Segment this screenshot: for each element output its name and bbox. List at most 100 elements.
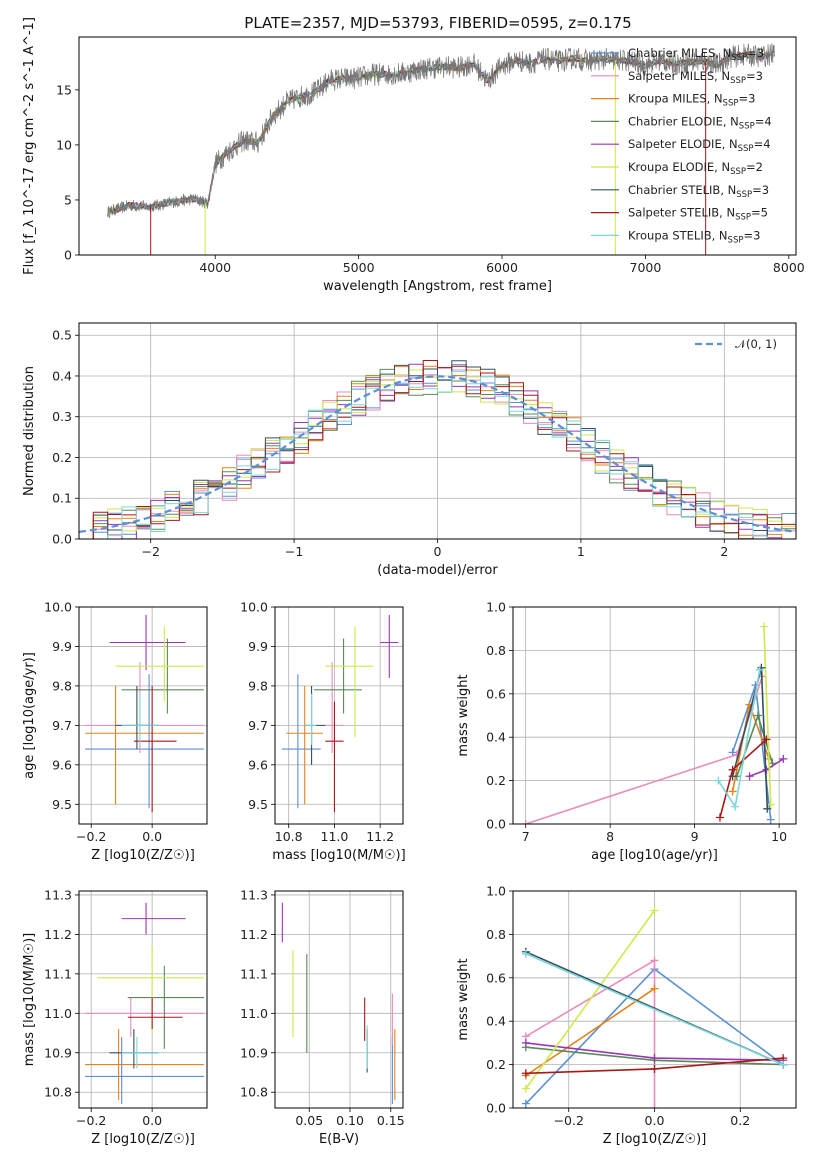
axes-frame [512,606,797,825]
y-tick-label: 0.6 [486,686,506,701]
legend-text: Chabrier ELODIE, N [628,114,739,128]
legend-entry-label: Chabrier ELODIE, NSSP=4 [628,114,772,131]
weight-line [525,987,655,1077]
y-tick-label: 0.8 [486,927,506,942]
weight-point [715,813,724,822]
x-tick-label: 7 [522,829,530,844]
y-tick-label: 9.7 [52,718,72,733]
x-axis-label: wavelength [Angstrom, rest frame] [323,279,552,294]
legend-text-suffix: =2 [746,160,763,174]
figure-title: PLATE=2357, MJD=53793, FIBERID=0595, z=0… [244,14,631,32]
legend-text-suffix: =3 [752,183,769,197]
axes-frame [78,322,797,540]
y-tick-label: 10.9 [240,1045,268,1060]
legend-text-suffix: =3 [738,92,755,106]
legend-subscript: SSP [735,213,751,223]
x-tick-label: 9 [691,829,699,844]
normal-curve [79,375,794,533]
y-tick-label: 9.8 [248,678,268,693]
legend-entry-label: Salpeter ELODIE, NSSP=4 [628,137,771,154]
y-tick-label: 0 [64,248,72,263]
legend-subscript: SSP [738,144,754,154]
weight-point [521,1084,530,1093]
weight-point [766,800,775,809]
histogram-step [79,360,796,539]
legend-entry-label: Chabrier MILES, NSSP=3 [628,46,764,63]
legend-text-suffix: =3 [743,228,760,242]
weight-line [525,910,656,1089]
y-tick-label: 9.8 [52,678,72,693]
plot-area-spectrum [107,43,775,255]
axes-frame [78,606,208,825]
panel-mass_age: 10.8 11.0 11.2 9.5 9.6 9.7 9.8 9.9 10.0 mass [log… [240,600,406,864]
weight-point [731,802,740,811]
y-tick-label: 0.8 [486,643,506,658]
x-axis-label: mass [log10(M/M☉)] [272,848,405,863]
legend-text: Salpeter STELIB, N [628,206,735,220]
weight-line [525,958,656,1108]
weight-point [728,765,737,774]
y-tick-label: 0.1 [52,491,72,506]
legend-entry-label: Salpeter STELIB, NSSP=5 [628,206,768,223]
panel-z_mass: −0.2 0.0 10.8 10.9 11.0 11.1 11.2 11.3 Z [log10(… [22,887,208,1147]
plot-area-mass_age [281,614,399,813]
y-axis-label: Normed distribution [22,366,37,496]
plot-area-ebv_mass [281,902,396,1105]
weight-point [650,1064,659,1073]
weight-point [521,820,530,824]
legend-subscript: SSP [723,99,739,109]
histogram-step [79,369,796,539]
x-tick-label: 0.0 [645,1113,665,1128]
legend-entry-label: Kroupa MILES, NSSP=3 [628,92,755,109]
plot-area-weight_age [521,622,788,824]
axes-frame [512,890,797,1109]
histogram-step [79,360,796,539]
y-tick-label: 15 [56,82,72,97]
legend-entry-label: Kroupa STELIB, NSSP=3 [628,228,760,245]
legend-subscript: SSP [728,235,744,245]
weight-point [779,754,788,763]
y-tick-label: 10 [56,137,72,152]
y-axis-label: mass [log10(M/M☉)] [22,933,37,1066]
y-tick-label: 0.4 [486,1014,506,1029]
x-tick-label: 0.15 [377,1113,405,1128]
y-tick-label: 10.9 [44,1045,72,1060]
x-tick-label: 10.8 [275,829,303,844]
y-tick-label: 0.2 [486,1057,506,1072]
y-tick-label: 0.6 [486,970,506,985]
legend-text-suffix: =3 [746,69,763,83]
plot-area-weight_z [521,906,788,1108]
y-tick-label: 11.0 [44,1006,72,1021]
y-tick-label: 5 [64,192,72,207]
legend-text-suffix: =5 [751,206,768,220]
x-tick-label: 0.0 [142,1113,162,1128]
weight-point [650,1054,659,1063]
x-tick-label: −2 [141,544,159,559]
y-tick-label: 9.5 [52,797,72,812]
panel-ebv_mass: 0.05 0.10 0.15 10.8 10.9 11.0 11.1 11.2 11.3 E(B-… [240,887,405,1147]
y-axis-label: mass weight [456,674,471,756]
legend-text-suffix: =4 [755,114,772,128]
plot-area-z_mass [85,902,204,1105]
x-tick-label: 0.05 [295,1113,323,1128]
x-axis-label: age [log10(age/yr)] [591,848,718,863]
legend-subscript: SSP [731,53,747,63]
y-tick-label: 1.0 [486,600,506,615]
x-axis-label: Z [log10(Z/Z☉)] [91,1132,195,1147]
legend-text: Salpeter ELODIE, N [628,137,738,151]
x-tick-label: 5000 [343,260,375,275]
panel-z_age: −0.2 0.0 9.5 9.6 9.7 9.8 9.9 10.0 Z [log10(Z/Z☉)… [22,600,208,863]
x-tick-label: 11.2 [366,829,394,844]
x-tick-label: 0.0 [142,829,162,844]
y-axis-label: Flux [f_λ 10^-17 erg cm^-2 s^-1 A^-1] [22,17,37,275]
x-axis-label: Z [log10(Z/Z☉)] [91,848,195,863]
histogram-step [79,371,796,539]
legend-text-suffix: =3 [747,46,764,60]
x-tick-label: 4000 [199,260,231,275]
x-tick-label: 11.0 [321,829,349,844]
weight-point [714,776,723,785]
y-tick-label: 11.2 [240,927,268,942]
y-tick-label: 11.3 [44,887,72,902]
weight-point [745,772,754,781]
